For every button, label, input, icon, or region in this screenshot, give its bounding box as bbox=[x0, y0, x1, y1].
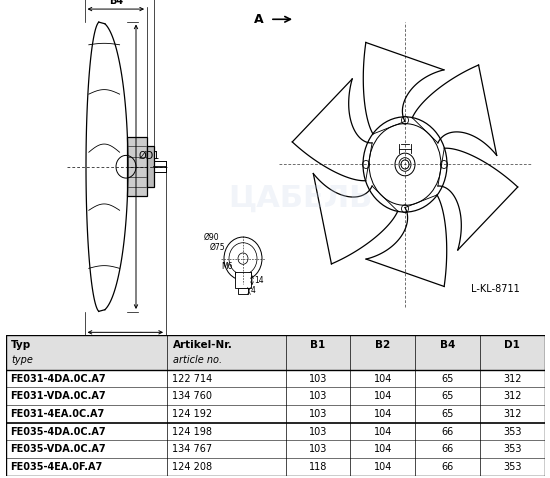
Text: ЦАБЕЛЬ: ЦАБЕЛЬ bbox=[228, 184, 372, 213]
Text: 124 208: 124 208 bbox=[172, 462, 212, 472]
Text: 124 192: 124 192 bbox=[172, 409, 212, 419]
Text: Typ: Typ bbox=[11, 340, 31, 350]
Text: 103: 103 bbox=[309, 426, 327, 436]
Text: 134 767: 134 767 bbox=[172, 444, 212, 454]
Text: B4: B4 bbox=[440, 340, 455, 350]
Text: B4: B4 bbox=[109, 0, 123, 6]
Text: FE035-4EA.0F.A7: FE035-4EA.0F.A7 bbox=[10, 462, 102, 472]
Text: 312: 312 bbox=[503, 391, 521, 402]
Text: 124 198: 124 198 bbox=[172, 426, 212, 436]
Text: 312: 312 bbox=[503, 409, 521, 419]
Bar bbox=[235, 272, 251, 288]
Text: 65: 65 bbox=[441, 409, 454, 419]
Text: type: type bbox=[11, 355, 33, 365]
Text: 103: 103 bbox=[309, 444, 327, 454]
Text: article no.: article no. bbox=[173, 355, 222, 365]
Text: FE035-4DA.0C.A7: FE035-4DA.0C.A7 bbox=[10, 426, 106, 436]
Text: 104: 104 bbox=[373, 374, 392, 384]
Text: 66: 66 bbox=[441, 462, 454, 472]
Text: B1: B1 bbox=[118, 336, 133, 346]
Text: Ø75: Ø75 bbox=[210, 243, 225, 252]
Text: 104: 104 bbox=[373, 426, 392, 436]
Text: 104: 104 bbox=[373, 462, 392, 472]
Text: 66: 66 bbox=[441, 444, 454, 454]
Circle shape bbox=[401, 160, 409, 169]
Text: FE035-VDA.0C.A7: FE035-VDA.0C.A7 bbox=[10, 444, 106, 454]
Text: L-KL-8711: L-KL-8711 bbox=[471, 284, 520, 294]
Text: 104: 104 bbox=[373, 391, 392, 402]
Text: 4: 4 bbox=[251, 286, 256, 295]
Text: 103: 103 bbox=[309, 391, 327, 402]
Text: 104: 104 bbox=[373, 444, 392, 454]
Text: 122 714: 122 714 bbox=[172, 374, 212, 384]
Text: B2: B2 bbox=[375, 340, 390, 350]
Text: FE031-4DA.0C.A7: FE031-4DA.0C.A7 bbox=[10, 374, 106, 384]
Text: 134 760: 134 760 bbox=[172, 391, 212, 402]
Text: FE031-VDA.0C.A7: FE031-VDA.0C.A7 bbox=[10, 391, 106, 402]
Text: 312: 312 bbox=[503, 374, 521, 384]
Text: M6: M6 bbox=[222, 262, 233, 271]
Text: 65: 65 bbox=[441, 374, 454, 384]
Bar bbox=[238, 288, 248, 294]
Text: Ø90: Ø90 bbox=[204, 233, 219, 241]
Text: 118: 118 bbox=[309, 462, 327, 472]
Text: 353: 353 bbox=[503, 444, 521, 454]
Bar bbox=[6, 335, 544, 370]
Text: 353: 353 bbox=[503, 462, 521, 472]
Text: 103: 103 bbox=[309, 409, 327, 419]
Text: ØD1: ØD1 bbox=[139, 151, 161, 161]
Text: B1: B1 bbox=[311, 340, 326, 350]
Text: 353: 353 bbox=[503, 426, 521, 436]
Text: 103: 103 bbox=[309, 374, 327, 384]
Text: 65: 65 bbox=[441, 391, 454, 402]
Text: 66: 66 bbox=[441, 426, 454, 436]
Text: 104: 104 bbox=[373, 409, 392, 419]
Bar bbox=[127, 137, 147, 196]
Text: Artikel-Nr.: Artikel-Nr. bbox=[173, 340, 233, 350]
Text: D1: D1 bbox=[504, 340, 520, 350]
Bar bbox=[147, 146, 154, 187]
Text: FE031-4EA.0C.A7: FE031-4EA.0C.A7 bbox=[10, 409, 104, 419]
Text: A: A bbox=[254, 13, 264, 26]
Text: 14: 14 bbox=[254, 276, 263, 285]
